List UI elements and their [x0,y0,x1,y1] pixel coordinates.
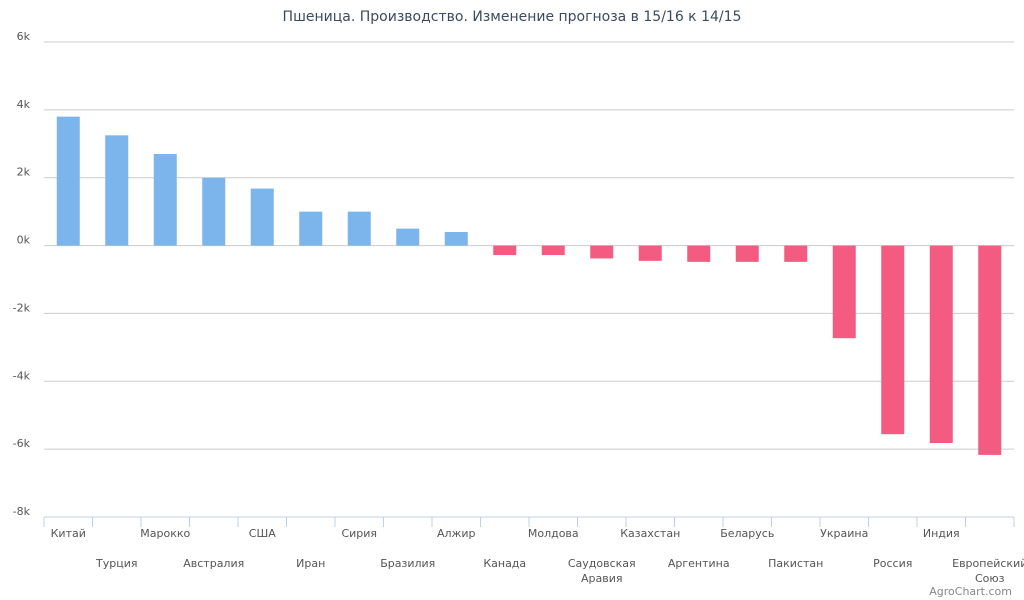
bar[interactable] [202,177,226,246]
x-tick-label: Пакистан [768,557,823,570]
x-tick-label: Украина [820,527,868,540]
x-tick-label: Турция [95,557,137,570]
bar[interactable] [347,211,371,246]
x-tick-label: Канада [483,557,526,570]
x-tick-label: Китай [51,527,86,540]
x-tick-label: Иран [296,557,325,570]
bar[interactable] [493,245,517,256]
x-tick-label: Европейский Союз [952,557,1024,585]
grid-lines [44,41,1014,518]
chart-title: Пшеница. Производство. Изменение прогноз… [283,9,742,25]
x-axis: Китай Турция Марокко Австралия США Иран Сирия Б… [43,516,1024,585]
x-tick-label: Сирия [341,527,377,540]
bar[interactable] [687,245,711,262]
bar[interactable] [784,245,808,262]
bar[interactable] [396,228,420,246]
y-axis: 6k 4k 2k 0k -2k -4k -6k -8k [13,30,31,518]
x-tick-label: Индия [923,527,960,540]
bars [56,116,1002,455]
x-tick-label: Аргентина [668,557,730,570]
bar[interactable] [881,245,905,435]
x-tick-label: Беларусь [720,527,774,540]
bar[interactable] [56,116,80,246]
bar[interactable] [105,135,129,246]
bar[interactable] [929,245,953,444]
x-tick-label: Марокко [140,527,190,540]
x-tick-label: Казахстан [620,527,680,540]
x-tick-label: Россия [873,557,912,570]
bar[interactable] [541,245,565,256]
bar[interactable] [978,245,1002,455]
bar[interactable] [735,245,759,262]
bar[interactable] [638,245,662,261]
bar[interactable] [250,188,274,246]
y-tick-label: -6k [13,437,31,450]
y-tick-label: 4k [17,98,31,111]
y-tick-label: 6k [17,30,31,43]
y-tick-label: -4k [13,369,31,382]
x-tick-label: Австралия [183,557,244,570]
x-tick-label: Молдова [528,527,579,540]
bar[interactable] [444,232,468,246]
chart-credit[interactable]: AgroChart.com [929,585,1012,598]
x-tick-label: Бразилия [380,557,435,570]
y-tick-label: -2k [13,301,31,314]
bar[interactable] [299,211,323,246]
y-tick-label: 2k [17,166,31,179]
x-tick-label: Саудовская Аравия [568,557,636,585]
bar[interactable] [153,153,177,246]
x-tick-label: США [249,527,276,540]
bar[interactable] [832,245,856,339]
x-tick-label: Алжир [437,527,476,540]
y-tick-label: -8k [13,505,31,518]
bar[interactable] [590,245,614,259]
y-tick-label: 0k [17,234,31,247]
